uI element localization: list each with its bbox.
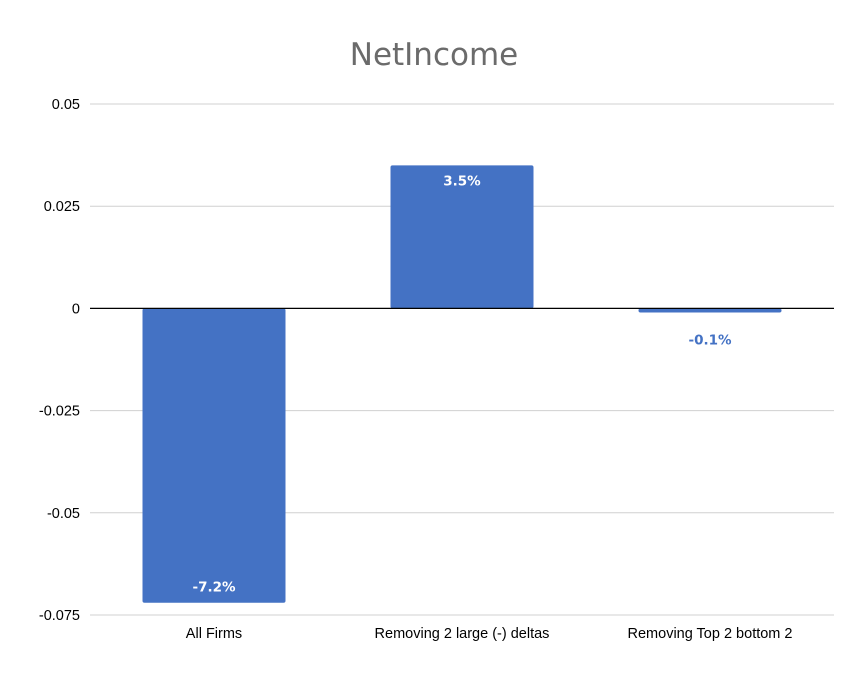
y-tick-label: -0.025 xyxy=(39,404,80,420)
data-labels: -7.2% 3.5% -0.1% xyxy=(192,173,732,595)
y-tick-label: 0.05 xyxy=(52,97,80,113)
x-tick-label: Removing 2 large (-) deltas xyxy=(375,626,550,642)
y-tick-label: -0.05 xyxy=(47,506,80,522)
bar xyxy=(390,165,534,309)
y-axis-ticks: 0.05 0.025 0 -0.025 -0.05 -0.075 xyxy=(39,97,80,624)
data-label: -7.2% xyxy=(192,580,236,596)
y-tick-label: -0.075 xyxy=(39,608,80,624)
x-axis-ticks: All Firms Removing 2 large (-) deltas Remo… xyxy=(186,626,793,642)
y-tick-label: 0.025 xyxy=(44,199,80,215)
x-tick-label: All Firms xyxy=(186,626,242,642)
bars xyxy=(142,165,782,603)
y-tick-label: 0 xyxy=(72,301,80,317)
data-label: 3.5% xyxy=(443,173,481,189)
chart-title: NetIncome xyxy=(350,37,519,73)
x-tick-label: Removing Top 2 bottom 2 xyxy=(628,626,793,642)
bar xyxy=(638,308,782,313)
data-label: -0.1% xyxy=(688,332,732,348)
bar xyxy=(142,308,286,603)
